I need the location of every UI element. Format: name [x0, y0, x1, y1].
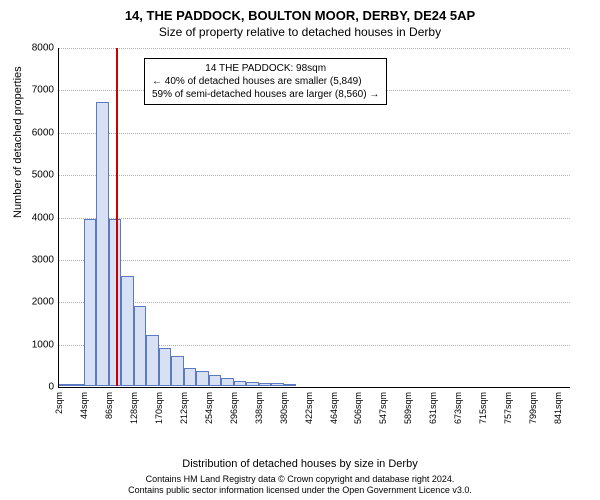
xtick-label: 841sqm — [553, 392, 563, 424]
xtick-label: 2sqm — [54, 392, 64, 414]
plot-area: 14 THE PADDOCK: 98sqm ← 40% of detached … — [58, 48, 570, 418]
ytick-label: 0 — [48, 382, 54, 393]
xtick-label: 547sqm — [378, 392, 388, 424]
ytick-label: 3000 — [32, 254, 54, 265]
title-line1: 14, THE PADDOCK, BOULTON MOOR, DERBY, DE… — [0, 0, 600, 23]
info-box: 14 THE PADDOCK: 98sqm ← 40% of detached … — [144, 58, 387, 105]
xtick-label: 296sqm — [229, 392, 239, 424]
chart-container: 14, THE PADDOCK, BOULTON MOOR, DERBY, DE… — [0, 0, 600, 500]
footer: Contains HM Land Registry data © Crown c… — [0, 474, 600, 496]
histogram-bar — [259, 383, 271, 386]
histogram-bar — [221, 378, 233, 386]
histogram-bar — [234, 381, 246, 387]
histogram-bar — [146, 335, 158, 386]
ytick-label: 5000 — [32, 170, 54, 181]
gridline — [59, 175, 570, 176]
ytick-label: 4000 — [32, 212, 54, 223]
xtick-label: 464sqm — [329, 392, 339, 424]
footer-line2: Contains public sector information licen… — [0, 485, 600, 496]
xtick-label: 506sqm — [353, 392, 363, 424]
histogram-bar — [284, 384, 296, 386]
histogram-bar — [71, 384, 83, 386]
ytick-label: 2000 — [32, 297, 54, 308]
xtick-label: 631sqm — [428, 392, 438, 424]
xtick-label: 589sqm — [403, 392, 413, 424]
gridline — [59, 218, 570, 219]
histogram-bar — [121, 276, 133, 386]
xtick-label: 673sqm — [453, 392, 463, 424]
xtick-label: 380sqm — [279, 392, 289, 424]
y-axis-label: Number of detached properties — [12, 66, 24, 218]
histogram-bar — [209, 375, 221, 386]
xtick-label: 128sqm — [129, 392, 139, 424]
gridline — [59, 48, 570, 49]
xtick-label: 757sqm — [503, 392, 513, 424]
xtick-label: 715sqm — [478, 392, 488, 424]
ytick-label: 7000 — [32, 85, 54, 96]
ytick-label: 6000 — [32, 127, 54, 138]
footer-line1: Contains HM Land Registry data © Crown c… — [0, 474, 600, 485]
histogram-bar — [84, 219, 96, 386]
title-line2: Size of property relative to detached ho… — [0, 23, 600, 39]
xtick-label: 338sqm — [254, 392, 264, 424]
xtick-label: 422sqm — [304, 392, 314, 424]
xtick-label: 170sqm — [154, 392, 164, 424]
ytick-label: 1000 — [32, 339, 54, 350]
histogram-bar — [271, 383, 283, 386]
chart-inner: 14 THE PADDOCK: 98sqm ← 40% of detached … — [58, 48, 570, 388]
xtick-label: 254sqm — [204, 392, 214, 424]
histogram-bar — [96, 102, 108, 386]
property-marker-line — [116, 48, 118, 386]
info-line3: 59% of semi-detached houses are larger (… — [152, 88, 379, 101]
histogram-bar — [196, 371, 208, 386]
histogram-bar — [159, 348, 171, 386]
histogram-bar — [171, 356, 183, 386]
gridline — [59, 133, 570, 134]
histogram-bar — [246, 382, 258, 386]
gridline — [59, 260, 570, 261]
histogram-bar — [134, 306, 146, 387]
xtick-label: 799sqm — [528, 392, 538, 424]
xtick-label: 44sqm — [79, 392, 89, 419]
histogram-bar — [184, 368, 196, 386]
gridline — [59, 302, 570, 303]
info-line1: 14 THE PADDOCK: 98sqm — [152, 62, 379, 75]
ytick-label: 8000 — [32, 43, 54, 54]
xtick-label: 212sqm — [179, 392, 189, 424]
x-axis-label: Distribution of detached houses by size … — [0, 458, 600, 470]
histogram-bar — [59, 384, 71, 386]
xtick-label: 86sqm — [104, 392, 114, 419]
info-line2: ← 40% of detached houses are smaller (5,… — [152, 75, 379, 88]
